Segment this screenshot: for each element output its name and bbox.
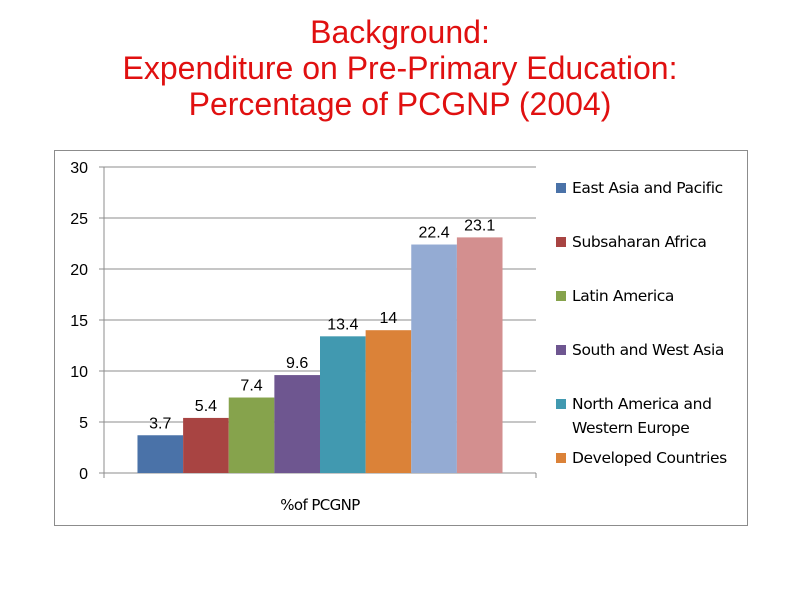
legend-swatch bbox=[556, 345, 566, 355]
legend-swatch bbox=[556, 237, 566, 247]
y-tick-label: 20 bbox=[70, 262, 88, 279]
bar bbox=[365, 330, 412, 473]
y-tick-label: 15 bbox=[70, 313, 88, 330]
y-tick-label: 30 bbox=[70, 160, 88, 177]
legend-label: South and West Asia bbox=[572, 341, 724, 359]
data-label: 14 bbox=[380, 310, 398, 327]
legend-label: Developed Countries bbox=[572, 449, 727, 467]
bar bbox=[274, 375, 320, 473]
bar bbox=[320, 336, 366, 473]
data-label: 22.4 bbox=[419, 225, 450, 242]
data-label: 3.7 bbox=[149, 415, 171, 432]
legend-label: North America and Western Europe bbox=[572, 395, 712, 437]
legend-swatch bbox=[556, 453, 566, 463]
bar bbox=[183, 417, 229, 473]
title-line-3: Percentage of PCGNP (2004) bbox=[188, 86, 612, 122]
bar bbox=[411, 244, 457, 473]
legend-label: Latin America bbox=[572, 287, 675, 305]
slide-title: Background: Expenditure on Pre-Primary E… bbox=[0, 14, 800, 122]
data-label: 5.4 bbox=[195, 398, 217, 415]
y-tick-label: 0 bbox=[79, 466, 88, 483]
x-category-label: %of PCGNP bbox=[280, 496, 360, 514]
data-label: 23.1 bbox=[464, 217, 495, 234]
data-label: 9.6 bbox=[286, 355, 308, 372]
bar bbox=[137, 435, 184, 473]
legend-swatch bbox=[556, 399, 566, 409]
data-label: 13.4 bbox=[327, 316, 358, 333]
title-line-1: Background: bbox=[310, 14, 490, 50]
y-tick-label: 5 bbox=[79, 415, 88, 432]
y-tick-label: 10 bbox=[70, 364, 88, 381]
legend-label: Subsaharan Africa bbox=[572, 233, 707, 251]
legend-label: East Asia and Pacific bbox=[572, 179, 723, 197]
legend-swatch bbox=[556, 183, 566, 193]
legend-swatch bbox=[556, 291, 566, 301]
bar bbox=[456, 237, 503, 473]
title-line-2: Expenditure on Pre-Primary Education: bbox=[122, 50, 678, 86]
bar bbox=[228, 397, 275, 473]
y-tick-label: 25 bbox=[70, 211, 88, 228]
data-label: 7.4 bbox=[240, 378, 262, 395]
